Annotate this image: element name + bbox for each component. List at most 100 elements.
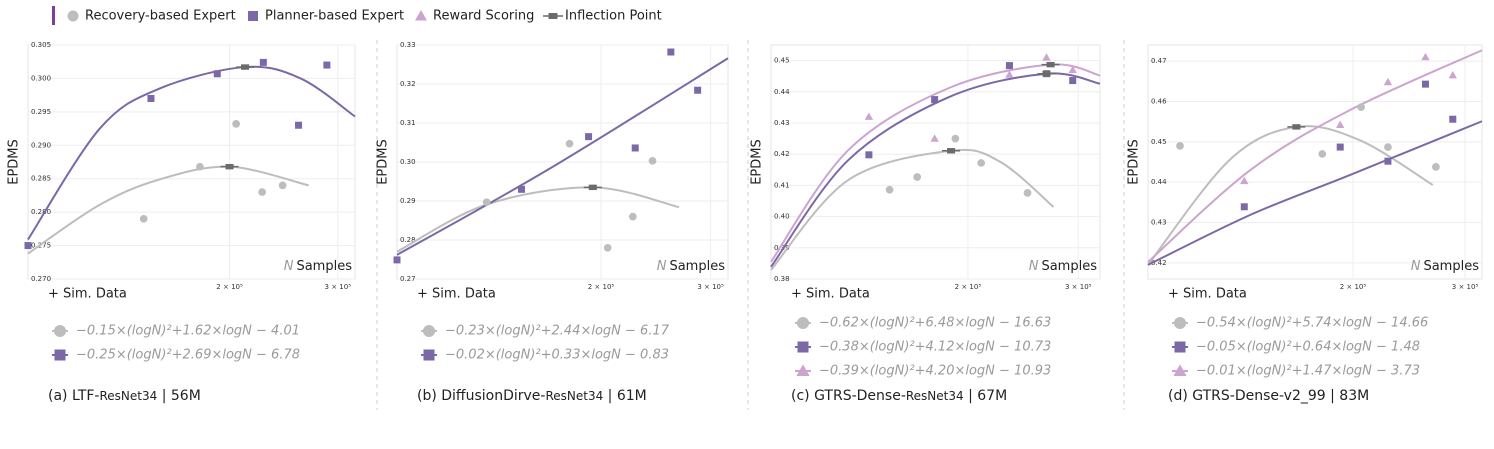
equation: −0.38×(logN)²+4.12×logN − 10.73 (819, 340, 1051, 355)
plot-area (770, 44, 1101, 280)
legend-label: Inflection Point (565, 9, 662, 24)
caption-part: ResNet34 (99, 389, 157, 403)
caption-part: ResNet34 (906, 389, 964, 403)
point (864, 112, 874, 120)
caption-part: (d) GTRS-Dense-v2_99 | 83M (1168, 388, 1369, 404)
equation: −0.25×(logN)²+2.69×logN − 6.78 (76, 348, 300, 363)
annotation-part: Samples (1423, 259, 1479, 274)
y-tick-label: 0.43 (1151, 219, 1167, 227)
inflection-body (548, 13, 558, 19)
point (147, 94, 155, 102)
point (1383, 77, 1393, 86)
legend-label: Recovery-based Expert (85, 9, 236, 24)
point (1357, 103, 1365, 111)
point (565, 139, 574, 148)
y-tick-label: 0.285 (31, 175, 51, 183)
y-tick-label: 0.46 (1151, 97, 1167, 105)
legend-marker (67, 10, 79, 22)
point (1042, 53, 1051, 61)
caption: (d) GTRS-Dense-v2_99 | 83M (1168, 388, 1369, 404)
y-tick-label: 0.27 (400, 275, 416, 283)
x-tick-label: 3 × 10⁵ (697, 283, 724, 291)
annotation: N Samples (1411, 259, 1479, 274)
y-tick-label: 0.38 (774, 275, 790, 283)
y-tick-label: 0.39 (774, 244, 790, 252)
inflection-body (1292, 124, 1301, 130)
point (667, 48, 675, 56)
y-tick-label: 0.33 (400, 41, 416, 49)
x-tick-label: 2 × 10⁵ (216, 283, 243, 291)
y-tick-label: 0.30 (400, 158, 416, 166)
y-tick-label: 0.45 (774, 57, 790, 65)
inflection-body (947, 148, 956, 154)
legend-marker (543, 13, 563, 19)
legend-bar (52, 6, 55, 25)
y-axis-label: EPDMS (7, 139, 22, 185)
inflection-body (241, 64, 250, 70)
caption: (a) LTF-ResNet34 | 56M (48, 388, 201, 404)
equation: −0.23×(logN)²+2.44×logN − 6.17 (445, 324, 670, 339)
y-axis-label: EPDMS (376, 139, 391, 185)
point (393, 256, 401, 264)
inflection-marker (220, 163, 239, 170)
y-tick-label: 0.295 (31, 108, 51, 116)
point (885, 185, 894, 194)
y-tick-label: 0.305 (31, 41, 51, 49)
point (1068, 65, 1077, 74)
point (1240, 176, 1249, 185)
annotation: N Samples (284, 259, 352, 274)
inflection-marker (583, 184, 602, 191)
point (931, 96, 939, 104)
y-tick-label: 0.42 (1151, 259, 1167, 267)
y-axis-label: EPDMS (1127, 139, 1142, 185)
y-tick-label: 0.29 (400, 197, 416, 205)
legend-label: Planner-based Expert (265, 9, 404, 24)
point (1384, 143, 1392, 151)
plot-area (27, 44, 356, 280)
equation: −0.15×(logN)²+1.62×logN − 4.01 (76, 324, 300, 339)
inflection-marker (236, 64, 255, 70)
equation: −0.54×(logN)²+5.74×logN − 14.66 (1196, 316, 1428, 331)
point (694, 86, 702, 94)
x-tick-label: 3 × 10⁵ (1065, 283, 1092, 291)
y-tick-label: 0.280 (31, 208, 51, 216)
legend-marker (415, 10, 427, 21)
point (482, 198, 491, 207)
annotation-part: Samples (296, 259, 352, 274)
y-tick-label: 0.44 (774, 88, 790, 96)
inflection-marker (1037, 71, 1056, 77)
fit-line (27, 165, 309, 255)
point (1240, 203, 1248, 211)
point (1005, 62, 1013, 70)
y-tick-label: 0.31 (400, 119, 416, 127)
plot-area (1147, 44, 1483, 280)
legend-label: Reward Scoring (433, 9, 534, 24)
point (1336, 143, 1344, 151)
point (278, 181, 287, 190)
point (196, 162, 204, 171)
inflection-marker (1287, 124, 1306, 130)
point (1448, 71, 1457, 79)
y-tick-label: 0.45 (1151, 138, 1167, 146)
point (517, 185, 525, 193)
inflection-marker (942, 148, 961, 154)
x-axis-label: + Sim. Data (417, 287, 496, 302)
point (951, 134, 960, 143)
fit-line (27, 65, 356, 241)
y-tick-label: 0.42 (774, 150, 790, 158)
point (865, 151, 873, 159)
y-tick-label: 0.32 (400, 80, 416, 88)
point (1336, 120, 1345, 129)
y-tick-label: 0.41 (774, 181, 790, 189)
point (648, 156, 657, 165)
caption: (b) DiffusionDirve-ResNet34 | 61M (417, 388, 647, 404)
point (585, 133, 593, 141)
fit-line (396, 57, 729, 256)
point (1023, 189, 1032, 197)
point (1176, 142, 1184, 150)
y-tick-label: 0.300 (31, 74, 51, 82)
caption-part: (a) LTF- (48, 388, 99, 404)
annotation-part: Samples (669, 259, 725, 274)
annotation: N Samples (657, 259, 725, 274)
